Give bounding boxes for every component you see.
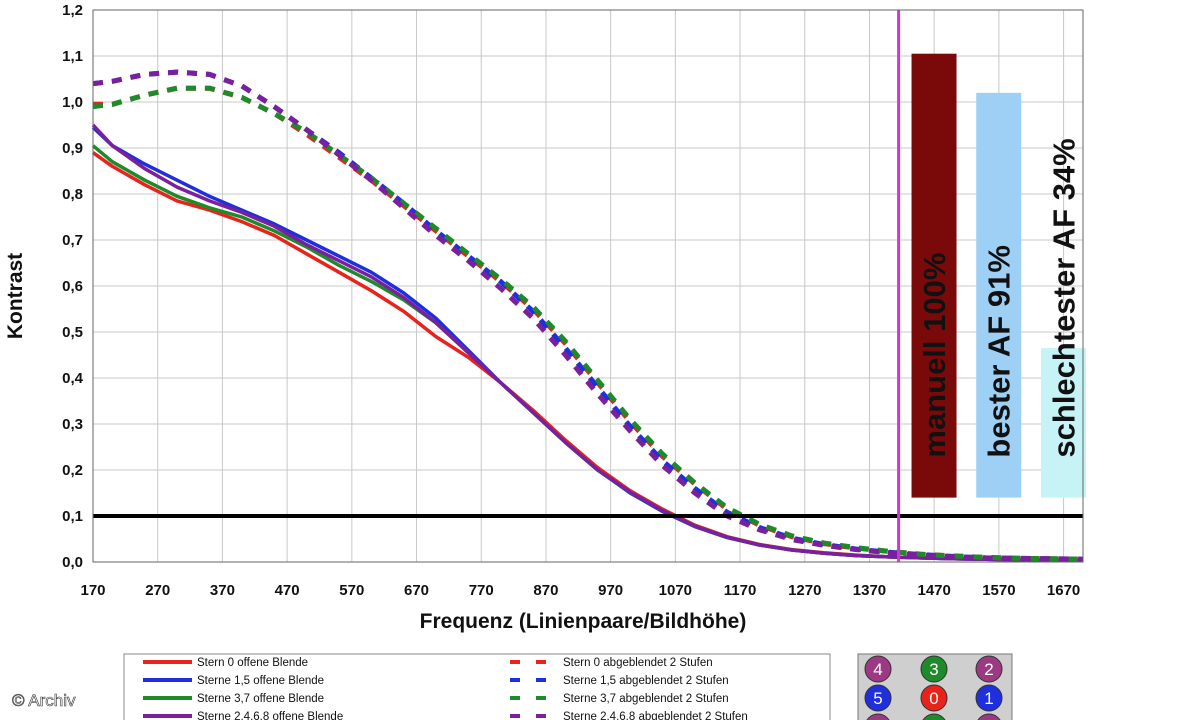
star-key-number: 3	[929, 660, 938, 679]
y-tick-label: 0,9	[62, 140, 83, 157]
y-tick-label: 0,2	[62, 462, 83, 479]
x-tick-label: 1270	[788, 582, 821, 599]
y-tick-label: 0,5	[62, 324, 83, 341]
y-tick-label: 0,7	[62, 232, 83, 249]
y-tick-label: 0,4	[62, 370, 84, 387]
x-tick-label: 1370	[853, 582, 886, 599]
x-tick-label: 470	[275, 582, 300, 599]
y-tick-label: 0,3	[62, 416, 83, 433]
legend-entry: Sterne 3,7 abgeblendet 2 Stufen	[563, 693, 729, 705]
legend-box	[123, 653, 831, 720]
result-bar-label: bester AF 91%	[982, 245, 1017, 458]
x-tick-label: 1470	[917, 582, 950, 599]
y-tick-label: 1,2	[62, 2, 83, 19]
tick-labels: 170 270 370 470 570 670 770 870 970 1070 1170 1270 1…	[62, 2, 1080, 599]
y-axis-label: Kontrast	[4, 253, 27, 339]
star-key-number: 1	[984, 689, 993, 708]
legend-entry: Stern 0 abgeblendet 2 Stufen	[563, 657, 713, 669]
x-axis-label: Frequenz (Linienpaare/Bildhöhe)	[420, 610, 747, 633]
series-line-open	[91, 123, 1083, 562]
credit-label: © Archiv	[12, 691, 76, 710]
x-tick-label: 870	[533, 582, 558, 599]
star-key-circle	[975, 655, 1003, 683]
plot-frame	[92, 9, 1084, 563]
result-bar	[976, 92, 1022, 498]
star-key-number: 5	[873, 689, 882, 708]
x-tick-label: 1570	[982, 582, 1015, 599]
x-tick-label: 970	[598, 582, 623, 599]
star-key-circle	[864, 655, 892, 683]
result-bar-label: manuell 100%	[917, 253, 952, 458]
series-layer	[91, 69, 1084, 562]
series-line-stopped-down	[92, 69, 1084, 562]
x-tick-label: 370	[210, 582, 235, 599]
x-tick-label: 1170	[724, 582, 757, 599]
star-key-circle	[920, 684, 948, 712]
legend-entry: Sterne 3,7 offene Blende	[197, 693, 324, 705]
star-key-number: 2	[984, 660, 993, 679]
x-tick-label: 770	[469, 582, 494, 599]
star-key-circle	[977, 713, 1001, 720]
y-tick-label: 0,6	[62, 278, 83, 295]
bar-layer: manuell 100% bester AF 91% schlechtester A…	[911, 53, 1086, 498]
star-key-number: 0	[929, 689, 938, 708]
legend-entry: Sterne 2,4,6,8 abgeblendet 2 Stufen	[563, 711, 748, 720]
legend-entry: Sterne 1,5 offene Blende	[197, 675, 324, 687]
result-bar	[911, 53, 957, 498]
y-tick-label: 1,1	[62, 48, 83, 65]
reference-lines	[93, 10, 1083, 562]
star-key-circle	[866, 713, 890, 720]
star-key-number: 4	[873, 660, 882, 679]
y-tick-label: 1,0	[62, 94, 83, 111]
result-bar	[1040, 348, 1086, 498]
y-tick-label: 0,0	[62, 554, 83, 571]
star-key-circle	[922, 713, 946, 720]
x-tick-label: 270	[145, 582, 170, 599]
legend: Stern 0 offene Blende Sterne 1,5 offene B…	[123, 653, 831, 720]
star-key-circle	[864, 684, 892, 712]
x-tick-label: 1070	[659, 582, 692, 599]
star-key-circle	[975, 684, 1003, 712]
legend-entry: Sterne 2,4,6,8 offene Blende	[197, 711, 343, 720]
x-tick-label: 570	[339, 582, 364, 599]
x-tick-label: 1670	[1047, 582, 1080, 599]
result-bar-label: schlechtester AF 34%	[1046, 138, 1081, 457]
x-tick-label: 170	[80, 582, 105, 599]
y-tick-label: 0,8	[62, 186, 83, 203]
star-key: 4 3 2 5 0 1	[857, 653, 1013, 720]
legend-entry: Stern 0 offene Blende	[197, 657, 308, 669]
y-tick-label: 0,1	[62, 508, 83, 525]
legend-entry: Sterne 1,5 abgeblendet 2 Stufen	[563, 675, 729, 687]
x-tick-label: 670	[404, 582, 429, 599]
star-key-circle	[920, 655, 948, 683]
